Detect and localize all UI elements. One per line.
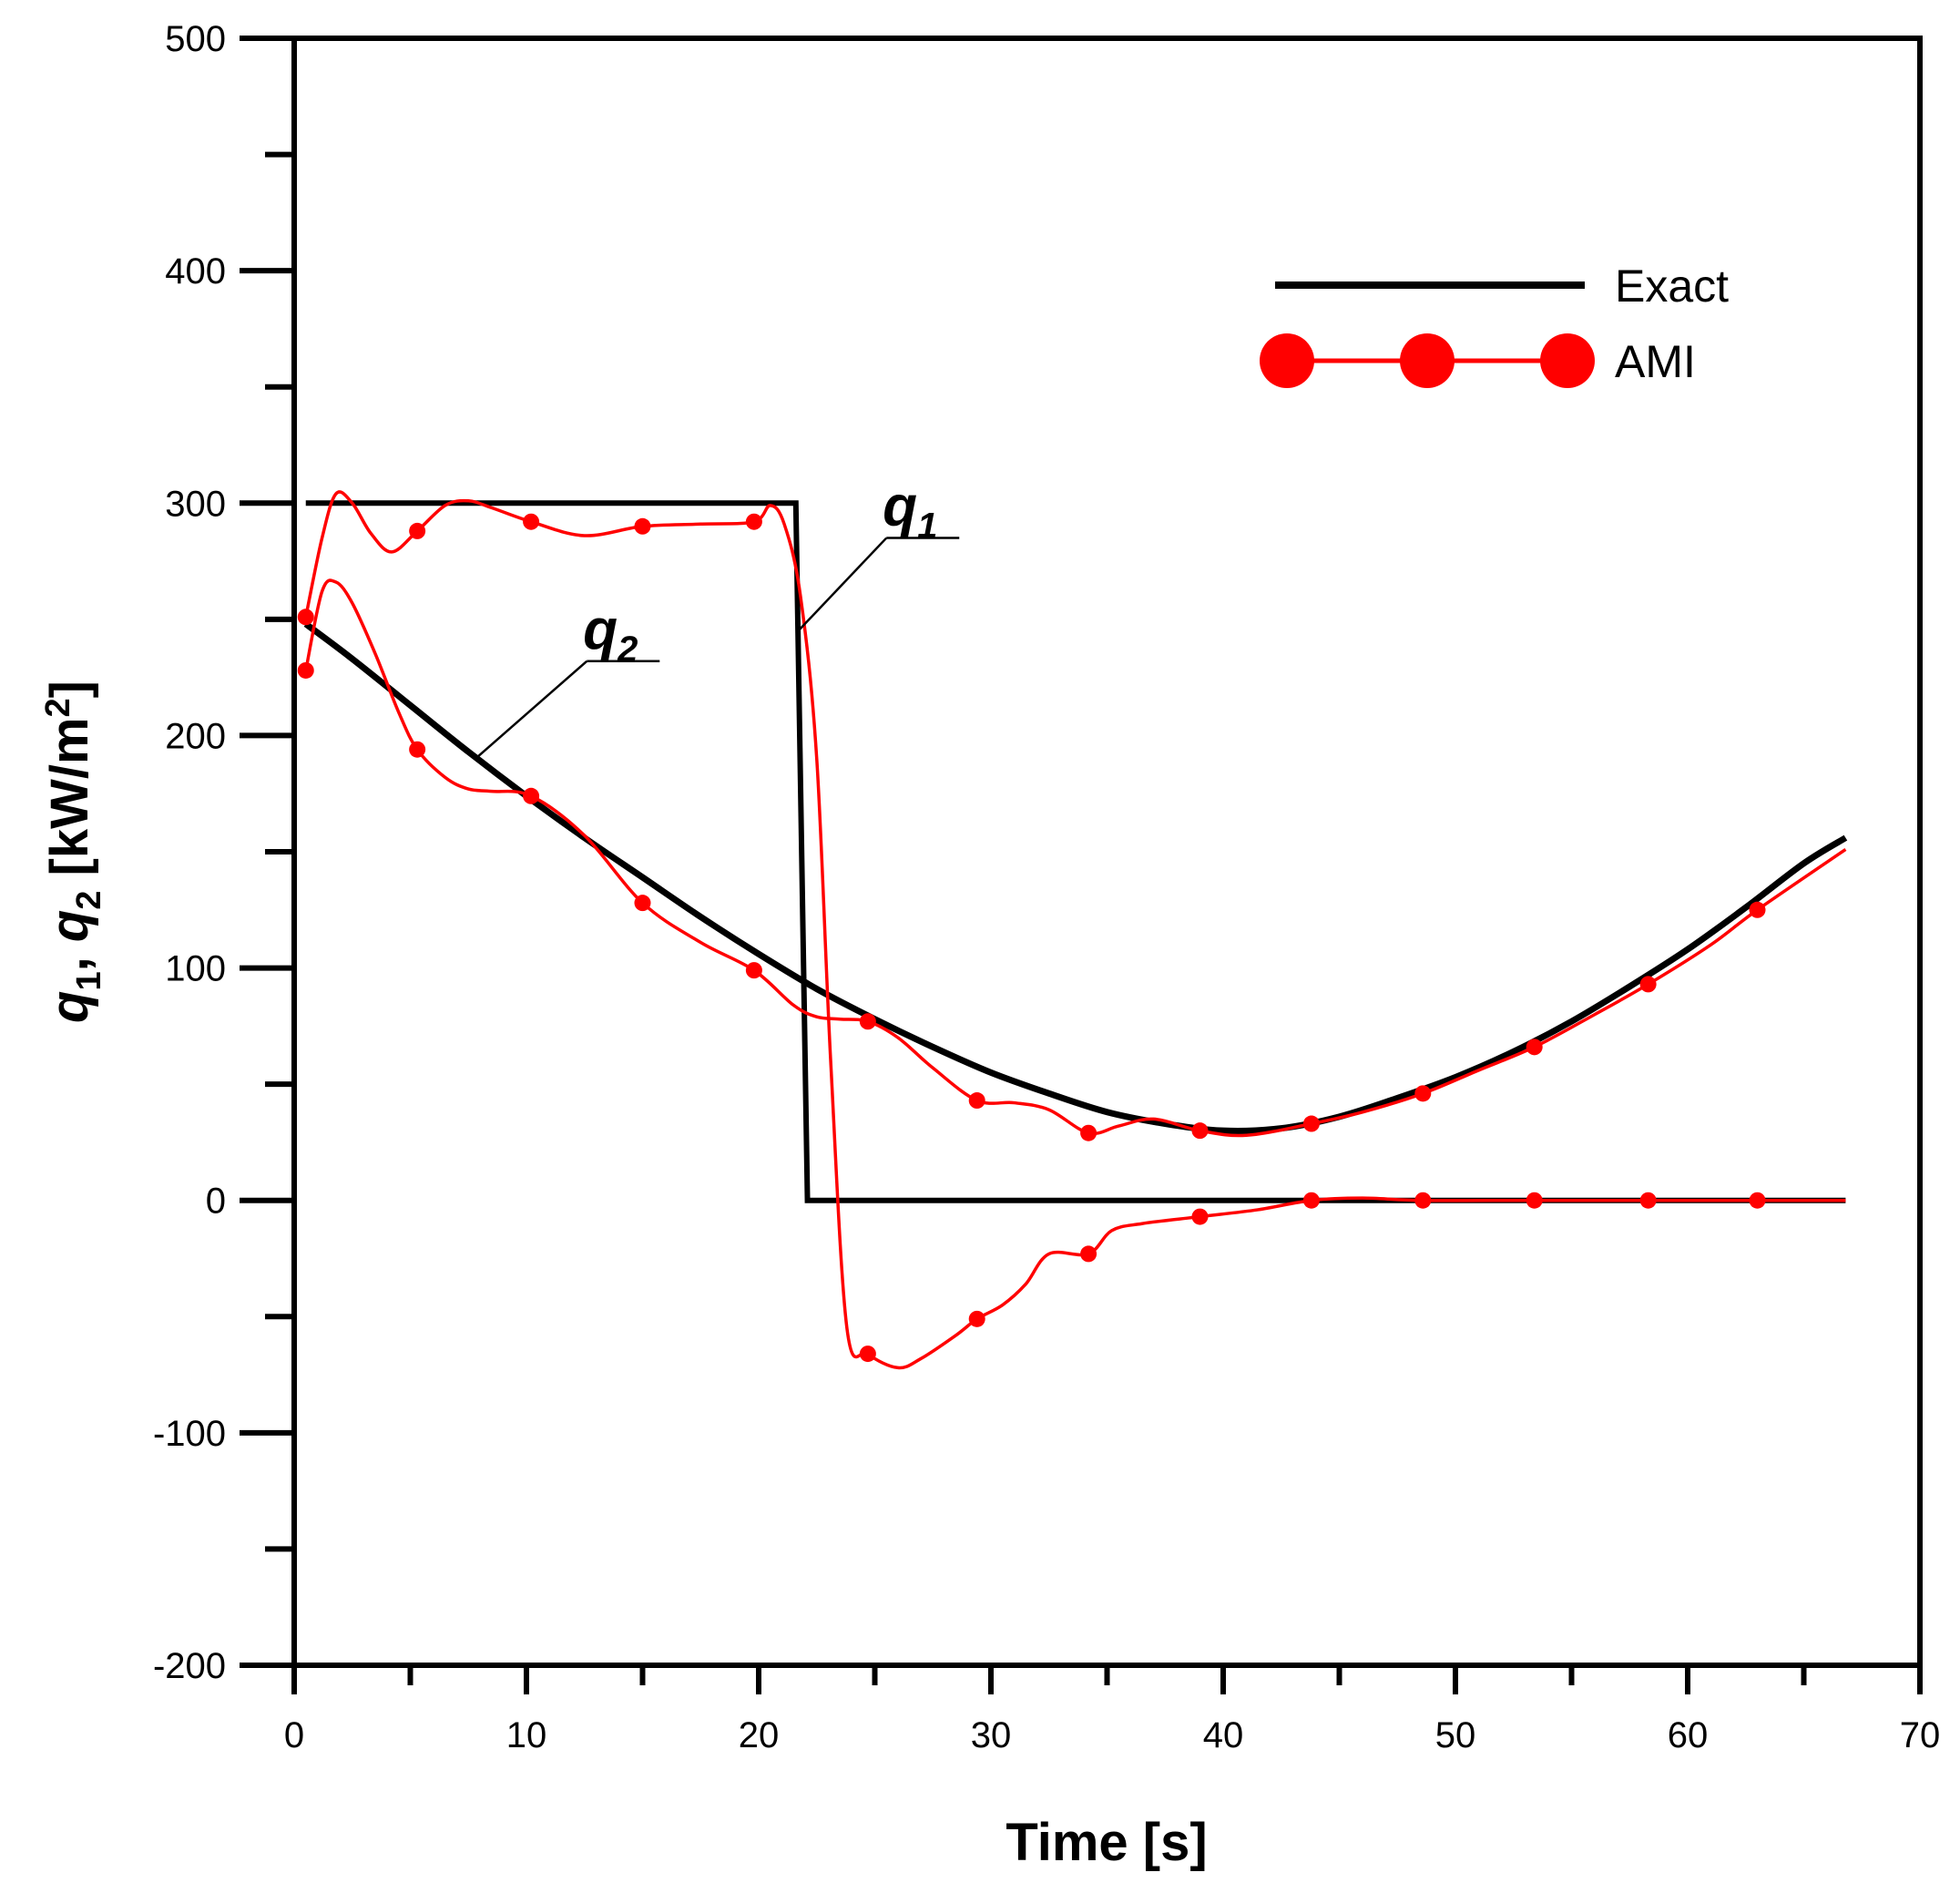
marker-q1-ami [1639,1192,1657,1209]
marker-q2-ami [1526,1039,1543,1056]
marker-q2-ami [745,962,762,979]
marker-q1-ami [1302,1192,1320,1209]
marker-q2-ami [409,741,426,758]
legend-marker-ami-2 [1400,333,1455,388]
annotation-label-q1-exact: q1 [883,476,937,547]
marker-q1-ami [745,513,762,530]
marker-q1-ami [859,1346,876,1363]
y-axis-title-part: [kW/m [40,717,99,890]
y-tick-label: -100 [153,1414,226,1454]
marker-q1-ami [968,1310,985,1327]
marker-q1-ami [634,517,651,535]
annotation-leader-q2-exact [475,660,588,760]
x-tick-label: 50 [1435,1715,1476,1755]
marker-q2-ami [634,895,651,912]
marker-q2-ami [1414,1085,1432,1102]
x-tick-label: 20 [739,1715,780,1755]
y-tick-label: -200 [153,1646,226,1686]
series-q1-ami [304,490,1846,1370]
x-tick-label: 60 [1668,1715,1709,1755]
marker-q2-ami [1302,1115,1320,1132]
legend-marker-ami-1 [1260,333,1314,388]
marker-q2-ami [859,1013,876,1030]
annotation-label-q2-exact: q2 [583,599,638,670]
series-q1-exact [305,500,1846,1203]
legend-label-exact: Exact [1615,261,1729,312]
marker-q2-ami [1080,1124,1097,1141]
legend: Exact AMI [1260,261,1729,388]
marker-q2-ami [523,787,540,804]
x-tick-label: 0 [284,1715,304,1755]
marker-q1-ami [409,522,426,539]
series-q2-ami [304,578,1847,1138]
y-axis-title-part: 2 [70,891,108,910]
y-axis-title-part: q [40,910,99,942]
marker-q1-ami [1191,1208,1209,1225]
y-tick-label: 500 [165,19,226,59]
x-tick-label: 40 [1203,1715,1244,1755]
marker-q2-ami [1749,901,1766,918]
y-axis-title-part: ] [40,680,99,698]
x-tick-label: 70 [1900,1715,1941,1755]
marker-q2-ami [968,1092,985,1110]
y-tick-label: 400 [165,251,226,292]
annotation-subscript: 2 [617,629,638,670]
marker-q2-ami [1191,1122,1209,1140]
y-axis-title-part: , [40,942,99,971]
y-tick-label: 300 [165,484,226,524]
y-tick-label: 0 [206,1182,226,1222]
marker-q2-ami [297,661,314,679]
marker-q1-ami [523,513,540,530]
x-tick-label: 10 [506,1715,547,1755]
series-q2-exact [303,621,1848,1134]
marker-q1-ami [1414,1192,1432,1209]
marker-q2-ami [1639,976,1657,993]
marker-q1-ami [1749,1192,1766,1209]
axis-ticks [240,36,1923,1694]
marker-q1-ami [297,609,314,626]
x-axis-title: Time [s] [1006,1813,1207,1872]
y-axis-title-part: 2 [39,698,77,717]
x-tick-label: 30 [971,1715,1012,1755]
annotations: q1 q2 [475,476,960,760]
marker-q1-ami [1080,1245,1097,1263]
y-tick-label: 200 [165,716,226,756]
tick-labels: 0 10 20 30 40 50 60 70 -200 -100 0 100 200 300 400 500 [153,19,1940,1755]
y-axis-title-part: 1 [70,971,108,990]
marker-q1-ami [1526,1192,1543,1209]
series-layer [297,490,1848,1370]
y-axis-title-part: q [40,991,99,1023]
legend-label-ami: AMI [1615,336,1696,387]
annotation-leader-q1-exact [797,537,888,632]
y-axis-title: q1, q2 [kW/m2] [39,680,108,1023]
annotation-subscript: 1 [917,507,937,547]
y-tick-label: 100 [165,949,226,989]
legend-marker-ami-3 [1540,333,1595,388]
